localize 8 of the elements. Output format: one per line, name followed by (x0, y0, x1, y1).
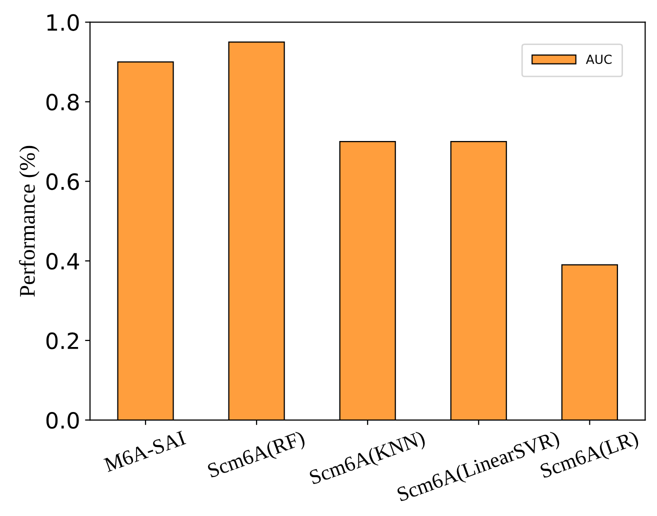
y-tick-label: 0.6 (46, 173, 79, 190)
legend-label: AUC (586, 54, 612, 64)
y-tick-label: 0.8 (46, 94, 79, 111)
y-tick-label: 1.0 (47, 14, 79, 31)
y-axis-title: Performance (%) (19, 146, 40, 297)
y-tick-label: 0.2 (46, 332, 78, 350)
y-tick-label: 0.4 (46, 252, 80, 270)
y-tick-label: 0.0 (46, 412, 79, 429)
